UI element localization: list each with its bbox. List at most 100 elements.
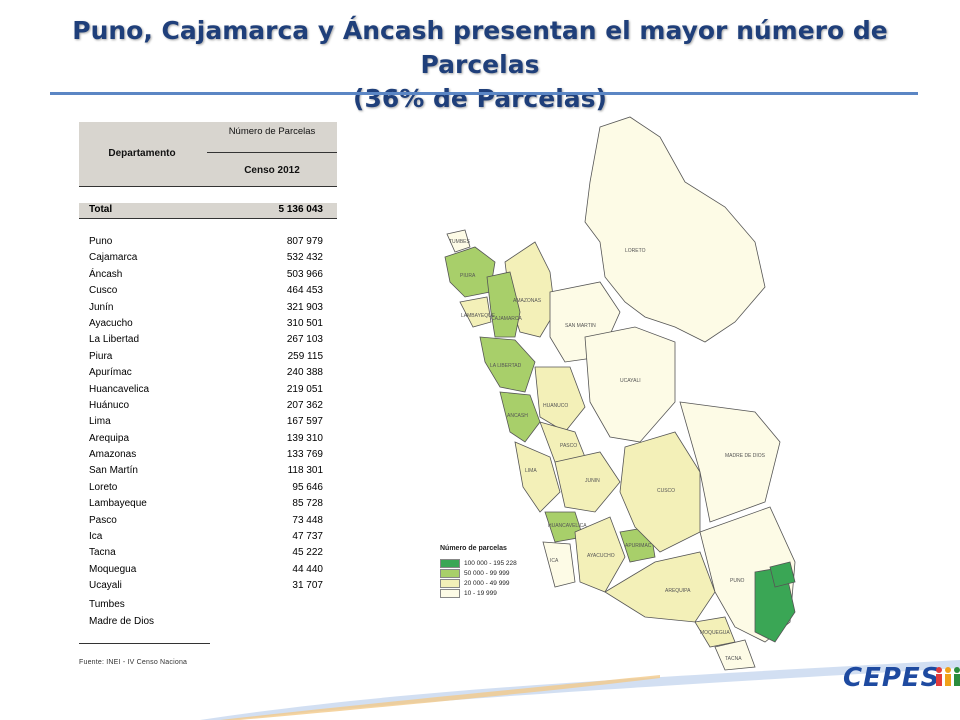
row-value: 464 453 xyxy=(286,285,323,297)
row-value: 73 448 xyxy=(292,514,323,526)
region-puno-high-2 xyxy=(769,561,796,588)
row-department: Junín xyxy=(89,301,114,313)
row-value: 95 646 xyxy=(292,481,323,493)
row-value: 44 440 xyxy=(292,563,323,575)
logo-text: CEPES xyxy=(843,663,941,693)
region-la-libertad xyxy=(479,336,536,393)
row-department: Moquegua xyxy=(89,563,137,575)
row-value: 807 979 xyxy=(286,236,323,247)
legend-swatch xyxy=(440,568,460,578)
row-value: 207 362 xyxy=(286,399,323,411)
table-row: La Libertad 267 103 xyxy=(79,334,337,350)
map-label-puno: PUNO xyxy=(730,578,745,584)
map-label-huanuco: HUANUCO xyxy=(543,403,568,409)
map-label-moquegua: MOQUEGUA xyxy=(700,630,730,636)
map-label-lambayeque: LAMBAYEQUE xyxy=(461,313,496,319)
map-label-cajamarca: CAJAMARCA xyxy=(491,316,523,322)
table-row: San Martín 118 301 xyxy=(79,465,337,481)
legend-title: Número de parcelas xyxy=(440,545,507,552)
map-label-san-martin: SAN MARTIN xyxy=(565,323,596,329)
row-department: Arequipa xyxy=(89,432,130,444)
row-value: 240 388 xyxy=(286,367,323,379)
row-department: Ica xyxy=(89,531,103,543)
total-label: Total xyxy=(89,204,113,215)
map-label-ayacucho: AYACUCHO xyxy=(587,553,615,559)
table-row: Moquegua 44 440 xyxy=(79,564,337,580)
table-row: Ica 47 737 xyxy=(79,531,337,547)
row-value: 267 103 xyxy=(286,334,323,346)
legend-label: 100 000 - 195 228 xyxy=(464,559,517,567)
row-value: 167 597 xyxy=(286,416,323,428)
row-department: Amazonas xyxy=(89,449,137,461)
row-department: La Libertad xyxy=(89,334,140,346)
row-department: Tacna xyxy=(89,547,116,559)
row-department: Ayacucho xyxy=(89,317,133,329)
region-cajamarca xyxy=(486,271,521,338)
title-line-2: (36% de Parcelas) xyxy=(353,84,607,113)
row-value: 321 903 xyxy=(286,301,323,313)
map-label-amazonas: AMAZONAS xyxy=(513,298,542,304)
row-department: Loreto xyxy=(89,481,118,493)
table-row: Amazonas 133 769 xyxy=(79,449,337,465)
cepes-logo: CEPES xyxy=(843,663,960,693)
table-row: Áncash 503 966 xyxy=(79,269,337,285)
table-row: Cajamarca 532 432 xyxy=(79,252,337,268)
row-value: 85 728 xyxy=(292,498,323,510)
table-row: Tacna 45 222 xyxy=(79,547,337,563)
region-tumbes xyxy=(446,229,471,253)
region-junin xyxy=(554,451,621,513)
map-label-loreto: LORETO xyxy=(625,248,646,254)
table-row: Arequipa 139 310 xyxy=(79,433,337,449)
parcel-table: Departamento Número de Parcelas Censo 20… xyxy=(79,122,337,187)
table-row: Huánuco 207 362 xyxy=(79,400,337,416)
row-department: Huancavelica xyxy=(89,383,150,395)
legend-swatch xyxy=(440,588,460,598)
source-note: Fuente: INEI - IV Censo Naciona xyxy=(79,659,188,666)
map-label-la-libertad: LA LIBERTAD xyxy=(490,363,522,369)
row-department: Piura xyxy=(89,350,113,362)
region-tacna xyxy=(714,639,756,671)
table-row: Lima 167 597 xyxy=(79,416,337,432)
row-department: Áncash xyxy=(89,268,123,280)
row-value: 532 432 xyxy=(286,252,323,264)
row-madre-de-dios: Madre de Dios xyxy=(89,616,155,627)
table-row: Loreto 95 646 xyxy=(79,482,337,498)
table-header: Departamento Número de Parcelas Censo 20… xyxy=(79,122,337,187)
legend-item: 10 - 19 999 xyxy=(440,588,517,598)
total-row: Total 5 136 043 xyxy=(79,203,337,219)
row-department: Apurímac xyxy=(89,367,132,379)
map-label-ucayali: UCAYALI xyxy=(620,378,641,384)
total-value: 5 136 043 xyxy=(278,204,324,215)
peru-map: LORETO AMAZONAS LAMBAYEQUE CAJAMARCA SAN… xyxy=(444,116,796,671)
table-row: Lambayeque 85 728 xyxy=(79,498,337,514)
map-label-apurimac: APURIMAC xyxy=(625,543,652,549)
table-row: Apurímac 240 388 xyxy=(79,367,337,383)
region-ancash xyxy=(499,391,541,443)
row-tumbes: Tumbes xyxy=(89,599,125,610)
table-bottom-rule xyxy=(79,643,210,644)
legend-item: 20 000 - 49 999 xyxy=(440,578,517,588)
map-label-tumbes: TUMBES xyxy=(449,239,471,245)
region-lambayeque xyxy=(459,296,492,328)
row-department: Cajamarca xyxy=(89,252,138,264)
table-row: Pasco 73 448 xyxy=(79,515,337,531)
header-departamento: Departamento xyxy=(108,148,176,159)
row-department: Ucayali xyxy=(89,580,122,592)
map-label-ica: ICA xyxy=(550,558,559,564)
map-label-madre-de-dios: MADRE DE DIOS xyxy=(725,453,766,459)
table-row: Ayacucho 310 501 xyxy=(79,318,337,334)
legend-label: 20 000 - 49 999 xyxy=(464,579,510,587)
map-label-arequipa: AREQUIPA xyxy=(665,588,691,594)
row-department: Puno xyxy=(89,236,113,247)
row-department: Lima xyxy=(89,416,111,428)
map-label-huancavelica: HUANCAVELICA xyxy=(548,523,587,529)
row-department: Lambayeque xyxy=(89,498,147,510)
region-huanuco xyxy=(534,366,586,433)
row-value: 45 222 xyxy=(292,547,323,559)
row-value: 31 707 xyxy=(292,580,323,592)
row-value: 118 301 xyxy=(287,465,323,477)
row-value: 503 966 xyxy=(286,268,323,280)
region-ica xyxy=(542,541,576,588)
table-body: Puno 807 979 Cajamarca 532 432 Áncash 503 966… xyxy=(79,236,337,598)
row-value: 47 737 xyxy=(292,531,323,543)
